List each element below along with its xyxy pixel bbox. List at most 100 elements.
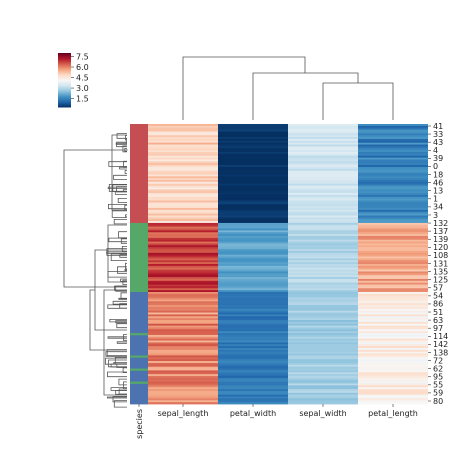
heatmap-cell (148, 183, 218, 186)
species-cell (130, 305, 148, 308)
heatmap-cell (148, 163, 218, 166)
heatmap-cell (148, 208, 218, 211)
heatmap-cell (358, 135, 428, 138)
species-cell (130, 290, 148, 293)
heatmap-cell (148, 321, 218, 325)
species-cell (130, 361, 148, 364)
colorbar-tick-label: 3.0 (76, 84, 89, 93)
column-labels: species sepal_length petal_width sepal_widt… (135, 404, 418, 439)
heatmap-cell (148, 144, 218, 147)
heatmap-cell (148, 264, 218, 267)
heatmap-cell (218, 301, 288, 304)
heatmap-cell (218, 271, 288, 274)
species-cell (130, 189, 148, 192)
heatmap-cell (148, 265, 218, 269)
colorbar-tick-label: 6.0 (76, 63, 89, 72)
species-cell (130, 165, 148, 168)
dendrogram-link (106, 349, 127, 356)
heatmap-cell (148, 146, 218, 149)
species-cell (130, 379, 148, 382)
colorbar-segment (58, 83, 71, 85)
heatmap-cell (288, 239, 358, 242)
heatmap-cell (358, 383, 428, 386)
heatmap-cell (218, 288, 288, 291)
heatmap-cell (288, 392, 358, 396)
heatmap-cell (288, 211, 358, 214)
heatmap-cell (358, 273, 428, 276)
colorbar-segment (58, 105, 71, 107)
heatmap-cell (288, 379, 358, 382)
dendrogram-link (113, 400, 127, 408)
heatmap-cell (288, 252, 358, 256)
heatmap-cell (218, 275, 288, 278)
species-cell (130, 370, 148, 373)
heatmap-cell (218, 239, 288, 242)
heatmap-cell (218, 336, 288, 340)
heatmap-cell (358, 258, 428, 261)
heatmap-cell (358, 215, 428, 218)
heatmap-cell (358, 297, 428, 300)
species-cell (130, 310, 148, 313)
heatmap-cell (148, 148, 218, 151)
row-label: 0 (433, 162, 438, 171)
heatmap-cell (148, 338, 218, 341)
heatmap-cell (358, 254, 428, 257)
species-cell (130, 377, 148, 381)
heatmap-cell (148, 236, 218, 239)
species-cell (130, 387, 148, 390)
heatmap-cell (218, 245, 288, 248)
heatmap-cell (358, 305, 428, 308)
species-cell (130, 301, 148, 304)
heatmap-cell (148, 349, 218, 353)
heatmap-cell (288, 187, 358, 190)
species-cell (130, 232, 148, 235)
heatmap-cell (148, 301, 218, 304)
heatmap-cell (148, 267, 218, 270)
heatmap-cell (218, 178, 288, 181)
heatmap-cell (288, 138, 358, 142)
heatmap-cell (148, 206, 218, 209)
dendrogram-link (252, 72, 359, 120)
species-cell (130, 185, 148, 188)
dendrogram-link (107, 186, 127, 189)
species-cell (130, 376, 148, 379)
row-label: 3 (433, 211, 438, 220)
species-cell (130, 342, 148, 345)
heatmap-cell (358, 303, 428, 306)
row-label: 132 (433, 219, 448, 228)
heatmap-cell (288, 370, 358, 373)
heatmap-cell (148, 258, 218, 261)
heatmap-cell (148, 389, 218, 392)
heatmap-cell (288, 346, 358, 349)
heatmap-cell (358, 355, 428, 358)
heatmap-cell (358, 292, 428, 295)
heatmap-cell (358, 372, 428, 375)
heatmap-cell (218, 168, 288, 172)
heatmap-cell (218, 396, 288, 399)
row-label: 54 (433, 292, 443, 301)
dendrogram-link (123, 334, 127, 341)
heatmap-cell (218, 306, 288, 310)
colorbar-segment (58, 74, 71, 76)
heatmap-cell (148, 329, 218, 332)
dendrogram-link (111, 210, 127, 218)
heatmap-cell (288, 376, 358, 379)
colorbar-tick-label: 4.5 (76, 73, 89, 82)
heatmap-cell (218, 349, 288, 353)
species-cell (130, 236, 148, 239)
heatmap-cell (358, 284, 428, 287)
heatmap-cell (288, 258, 358, 261)
species-cell (130, 366, 148, 369)
heatmap-cell (218, 355, 288, 358)
dendrogram-link (116, 323, 127, 329)
heatmap-cell (358, 301, 428, 304)
species-cell (130, 221, 148, 224)
heatmap-cell (358, 318, 428, 321)
heatmap-cell (358, 247, 428, 250)
row-label: 62 (433, 364, 443, 373)
dendrogram-link (110, 253, 127, 261)
dendrogram-link (109, 319, 127, 323)
colorbar-segment (58, 75, 71, 77)
species-cell (130, 286, 148, 289)
